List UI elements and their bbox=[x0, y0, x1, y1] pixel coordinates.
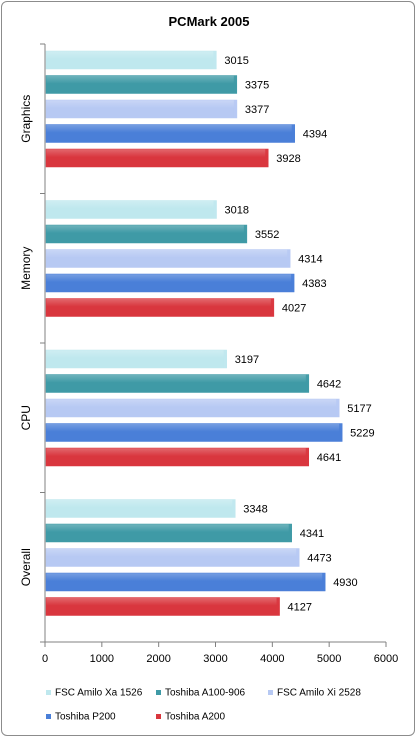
bar-edge bbox=[339, 423, 343, 442]
legend-swatch bbox=[156, 690, 161, 695]
category-label: CPU bbox=[19, 405, 33, 430]
bar bbox=[45, 50, 217, 70]
data-label: 3015 bbox=[224, 55, 248, 67]
legend-label: FSC Amilo Xi 2528 bbox=[277, 688, 361, 699]
bar-edge bbox=[288, 524, 292, 542]
data-label: 3377 bbox=[245, 104, 269, 116]
data-label: 4383 bbox=[302, 278, 326, 290]
bar bbox=[45, 273, 295, 293]
data-label: 3375 bbox=[245, 80, 269, 92]
bar bbox=[45, 200, 217, 219]
bar bbox=[45, 548, 300, 567]
bar bbox=[45, 349, 227, 369]
legend-swatch bbox=[46, 714, 51, 719]
bar-edge bbox=[291, 124, 295, 143]
bar-edge bbox=[296, 548, 300, 567]
bar-edge bbox=[336, 399, 340, 417]
x-tick-label: 0 bbox=[42, 653, 48, 665]
data-label: 4127 bbox=[288, 602, 312, 614]
data-label: 4642 bbox=[317, 379, 341, 391]
bar-edge bbox=[232, 499, 236, 518]
data-label: 3348 bbox=[243, 504, 267, 516]
legend-swatch bbox=[268, 690, 273, 695]
data-label: 3018 bbox=[225, 205, 249, 217]
bar-edge bbox=[213, 200, 217, 219]
data-label: 3552 bbox=[255, 229, 279, 241]
bar bbox=[45, 249, 291, 268]
category-label: Graphics bbox=[19, 95, 33, 143]
bar bbox=[45, 374, 310, 393]
legend-label: Toshiba P200 bbox=[55, 712, 116, 723]
plot-area: 0 1000 2000 3000 4000 5000 6000 Graphics 3015 337… bbox=[19, 43, 398, 665]
bar-edge bbox=[287, 249, 291, 268]
legend-label: FSC Amilo Xa 1526 bbox=[55, 688, 143, 699]
data-label: 4473 bbox=[307, 553, 331, 565]
bar bbox=[45, 99, 238, 119]
bar-edge bbox=[291, 274, 295, 292]
bar bbox=[45, 124, 295, 143]
legend: FSC Amilo Xa 1526 Toshiba A100-906 FSC Ami… bbox=[46, 688, 361, 723]
data-label: 4394 bbox=[303, 129, 327, 141]
chart-title: PCMark 2005 bbox=[169, 14, 250, 29]
bar bbox=[45, 572, 326, 592]
bar-edge bbox=[233, 75, 237, 94]
data-label: 4641 bbox=[317, 452, 341, 464]
bar bbox=[45, 447, 310, 467]
data-label: 4027 bbox=[282, 303, 306, 315]
bar-edge bbox=[223, 350, 227, 368]
bar bbox=[45, 423, 343, 442]
bar bbox=[45, 499, 236, 518]
x-tick-label: 4000 bbox=[260, 653, 284, 665]
bar bbox=[45, 597, 280, 616]
bar bbox=[45, 523, 292, 543]
bar bbox=[45, 148, 269, 168]
legend-swatch bbox=[46, 690, 51, 695]
x-tick-label: 2000 bbox=[146, 653, 170, 665]
bar-edge bbox=[270, 298, 274, 317]
bar-edge bbox=[243, 225, 247, 243]
bar-edge bbox=[305, 448, 309, 466]
category-label: Memory bbox=[19, 247, 33, 290]
bar bbox=[45, 298, 275, 317]
x-tick-label: 5000 bbox=[317, 653, 341, 665]
bar-edge bbox=[305, 374, 309, 393]
bar bbox=[45, 224, 248, 244]
x-tick-label: 3000 bbox=[203, 653, 227, 665]
bar-edge bbox=[322, 573, 326, 591]
bar bbox=[45, 75, 238, 94]
x-tick-label: 1000 bbox=[90, 653, 114, 665]
legend-label: Toshiba A200 bbox=[165, 712, 225, 723]
data-label: 4314 bbox=[298, 254, 322, 266]
bar bbox=[45, 398, 340, 418]
bar-edge bbox=[265, 149, 269, 167]
bar-edge bbox=[276, 597, 280, 616]
category-label: Overall bbox=[19, 548, 33, 586]
data-label: 3197 bbox=[235, 354, 259, 366]
data-label: 3928 bbox=[276, 153, 300, 165]
data-label: 5229 bbox=[350, 428, 374, 440]
bar-edge bbox=[233, 100, 237, 118]
bar-edge bbox=[213, 51, 217, 69]
data-label: 5177 bbox=[347, 403, 371, 415]
x-tick-label: 6000 bbox=[374, 653, 398, 665]
legend-label: Toshiba A100-906 bbox=[165, 688, 246, 699]
data-label: 4341 bbox=[300, 528, 324, 540]
legend-swatch bbox=[156, 714, 161, 719]
data-label: 4930 bbox=[333, 577, 357, 589]
